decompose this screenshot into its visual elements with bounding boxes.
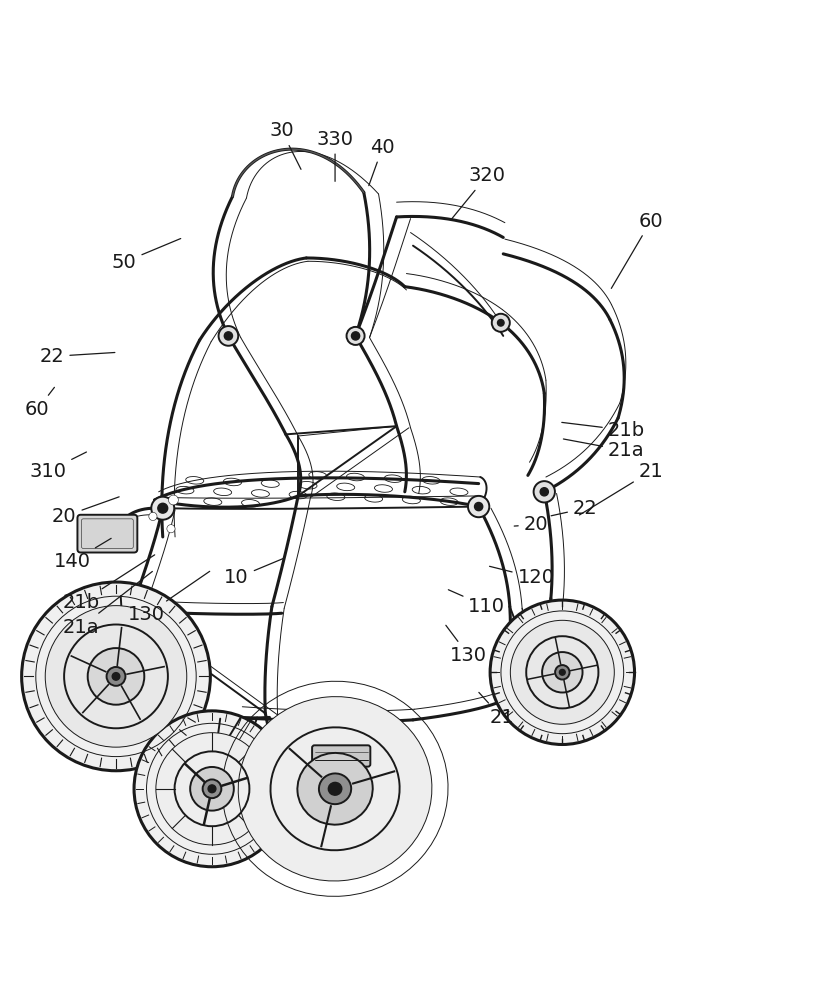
Circle shape xyxy=(208,785,216,793)
Circle shape xyxy=(542,652,582,693)
Ellipse shape xyxy=(268,725,402,853)
Text: 110: 110 xyxy=(449,590,506,616)
Text: 21b: 21b xyxy=(62,555,154,612)
Circle shape xyxy=(88,648,145,705)
Text: 20: 20 xyxy=(515,515,548,534)
Circle shape xyxy=(107,667,126,686)
Text: 21b: 21b xyxy=(562,421,645,440)
Circle shape xyxy=(202,779,221,798)
Circle shape xyxy=(149,512,157,521)
Circle shape xyxy=(559,669,565,675)
Circle shape xyxy=(158,503,168,513)
Circle shape xyxy=(491,314,510,332)
Circle shape xyxy=(134,711,290,867)
Circle shape xyxy=(156,733,268,845)
Text: 40: 40 xyxy=(369,138,395,186)
Circle shape xyxy=(190,767,234,811)
Circle shape xyxy=(219,326,238,346)
FancyBboxPatch shape xyxy=(78,515,137,553)
Text: 22: 22 xyxy=(40,347,115,366)
Circle shape xyxy=(474,502,482,511)
Text: 21: 21 xyxy=(479,692,514,727)
FancyBboxPatch shape xyxy=(312,745,370,767)
Ellipse shape xyxy=(319,773,351,804)
Text: 22: 22 xyxy=(551,499,598,518)
Text: 60: 60 xyxy=(611,212,663,288)
Text: 10: 10 xyxy=(225,558,283,587)
Circle shape xyxy=(534,481,555,502)
Circle shape xyxy=(490,600,634,744)
Circle shape xyxy=(167,525,175,533)
Text: 330: 330 xyxy=(316,130,354,181)
Text: 140: 140 xyxy=(54,538,112,571)
Circle shape xyxy=(540,488,548,496)
Circle shape xyxy=(45,606,187,747)
Text: 30: 30 xyxy=(269,121,301,169)
Circle shape xyxy=(151,497,174,520)
Text: 20: 20 xyxy=(52,497,119,526)
Circle shape xyxy=(347,327,364,345)
Ellipse shape xyxy=(328,782,342,795)
Text: 320: 320 xyxy=(452,166,506,219)
Circle shape xyxy=(555,665,570,680)
Circle shape xyxy=(169,495,178,505)
Text: 130: 130 xyxy=(446,625,487,665)
Circle shape xyxy=(225,332,232,340)
Circle shape xyxy=(468,496,489,517)
Circle shape xyxy=(352,332,359,340)
Text: 120: 120 xyxy=(490,566,554,587)
Text: 50: 50 xyxy=(112,239,181,272)
Text: 310: 310 xyxy=(30,452,87,481)
Circle shape xyxy=(497,320,504,326)
Circle shape xyxy=(21,582,211,771)
Text: 21: 21 xyxy=(580,462,663,515)
Text: 60: 60 xyxy=(25,387,55,419)
Ellipse shape xyxy=(297,753,373,825)
Circle shape xyxy=(510,620,615,724)
Text: 21a: 21a xyxy=(63,571,152,637)
Circle shape xyxy=(112,673,120,680)
Text: 130: 130 xyxy=(128,571,210,624)
Ellipse shape xyxy=(238,697,432,881)
Text: 21a: 21a xyxy=(563,439,644,460)
